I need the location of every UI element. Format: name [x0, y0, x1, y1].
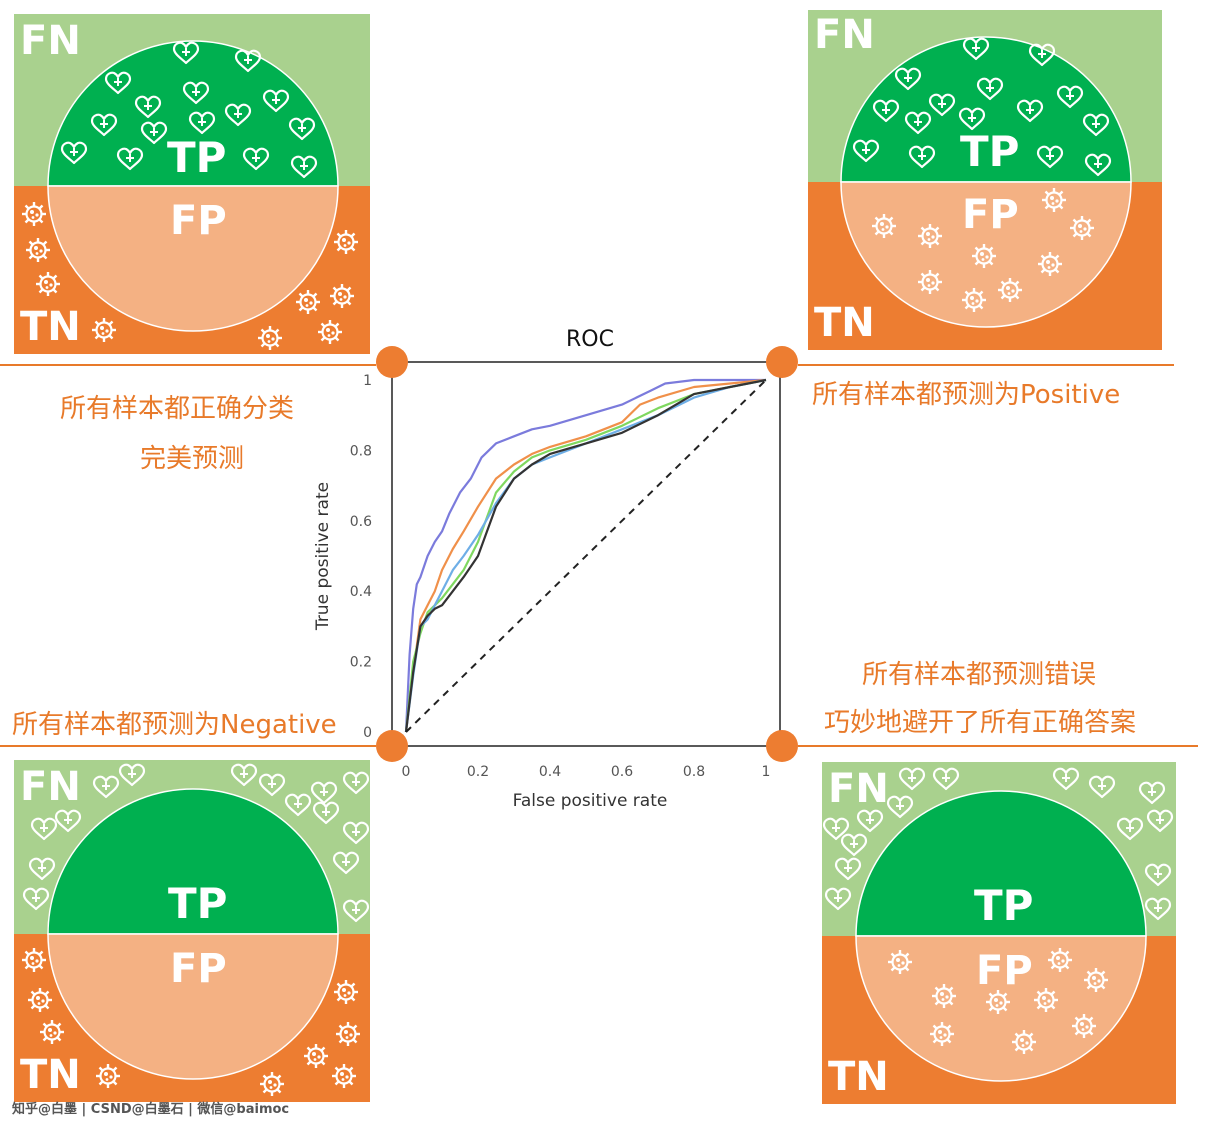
- panel-top-left: FN TP FP TN: [14, 14, 370, 354]
- x-tick-label: 0.4: [539, 764, 561, 780]
- divider-bottom-right: [798, 745, 1198, 747]
- tp-label: TP: [168, 879, 227, 928]
- roc-curve-3: [404, 378, 767, 733]
- x-axis-label: False positive rate: [513, 791, 668, 811]
- divider-bottom-left: [0, 745, 376, 747]
- tp-region: [855, 790, 1147, 937]
- caption-perfect-1: 所有样本都正确分类: [60, 394, 295, 424]
- y-axis-label: True positive rate: [313, 482, 333, 631]
- fp-region: [840, 181, 1132, 328]
- caption-all-negative: 所有样本都预测为Negative: [12, 710, 337, 740]
- chart-title: ROC: [566, 327, 614, 352]
- fp-region: [47, 185, 339, 332]
- caption-all-positive: 所有样本都预测为Positive: [812, 380, 1121, 410]
- corner-dot: [376, 346, 408, 378]
- roc-curve-1: [404, 378, 766, 733]
- random-classifier-line: [405, 379, 767, 733]
- tn-label: TN: [20, 304, 81, 350]
- fp-label: FP: [976, 948, 1033, 994]
- roc-chart: ROC False positive rate True positive ra…: [313, 327, 781, 811]
- roc-curve-5: [404, 378, 767, 733]
- y-tick-labels: 0 0.2 0.4 0.6 0.8 1: [350, 373, 372, 741]
- fn-label: FN: [828, 766, 889, 812]
- tp-label: TP: [974, 881, 1033, 930]
- divider-top-left: [0, 364, 376, 366]
- tp-label: TP: [960, 127, 1019, 176]
- y-tick-label: 0.2: [350, 655, 372, 671]
- y-tick-label: 1: [363, 373, 372, 389]
- x-tick-label: 1: [762, 764, 771, 780]
- y-tick-label: 0: [363, 725, 372, 741]
- tn-label: TN: [814, 300, 875, 346]
- fp-label: FP: [170, 198, 227, 244]
- panel-bottom-right: FN TP FP TN: [822, 762, 1176, 1104]
- x-tick-label: 0.6: [611, 764, 633, 780]
- roc-curves: [404, 378, 767, 733]
- caption-all-wrong-1: 所有样本都预测错误: [862, 660, 1097, 690]
- caption-perfect-2: 完美预测: [140, 444, 245, 474]
- panel-bottom-left: FN TP FP TN: [14, 760, 370, 1102]
- x-tick-labels: 0 0.2 0.4 0.6 0.8 1: [402, 764, 771, 780]
- y-tick-label: 0.8: [350, 443, 372, 459]
- fn-label: FN: [20, 18, 81, 64]
- fp-label: FP: [170, 946, 227, 992]
- roc-curve-2: [404, 378, 767, 733]
- footer-credit: 知乎@白墨 | CSND@白墨石 | 微信@baimoc: [12, 1102, 290, 1117]
- x-tick-label: 0.8: [683, 764, 705, 780]
- tn-label: TN: [20, 1052, 81, 1098]
- y-tick-label: 0.4: [350, 584, 372, 600]
- tp-region: [840, 36, 1132, 183]
- fp-region: [47, 933, 339, 1080]
- fn-label: FN: [814, 12, 875, 58]
- caption-all-wrong-2: 巧妙地避开了所有正确答案: [824, 708, 1137, 738]
- y-tick-label: 0.6: [350, 514, 372, 530]
- panel-top-right: FN TP FP TN: [808, 10, 1162, 350]
- corner-dot: [766, 730, 798, 762]
- fp-label: FP: [962, 192, 1019, 238]
- corner-dot: [376, 730, 408, 762]
- tp-region: [47, 788, 339, 935]
- tn-label: TN: [828, 1054, 889, 1100]
- corner-dot: [766, 346, 798, 378]
- tp-label: TP: [167, 133, 226, 182]
- divider-top-right: [798, 364, 1174, 366]
- x-tick-label: 0.2: [467, 764, 489, 780]
- x-tick-label: 0: [402, 764, 411, 780]
- fn-label: FN: [20, 764, 81, 810]
